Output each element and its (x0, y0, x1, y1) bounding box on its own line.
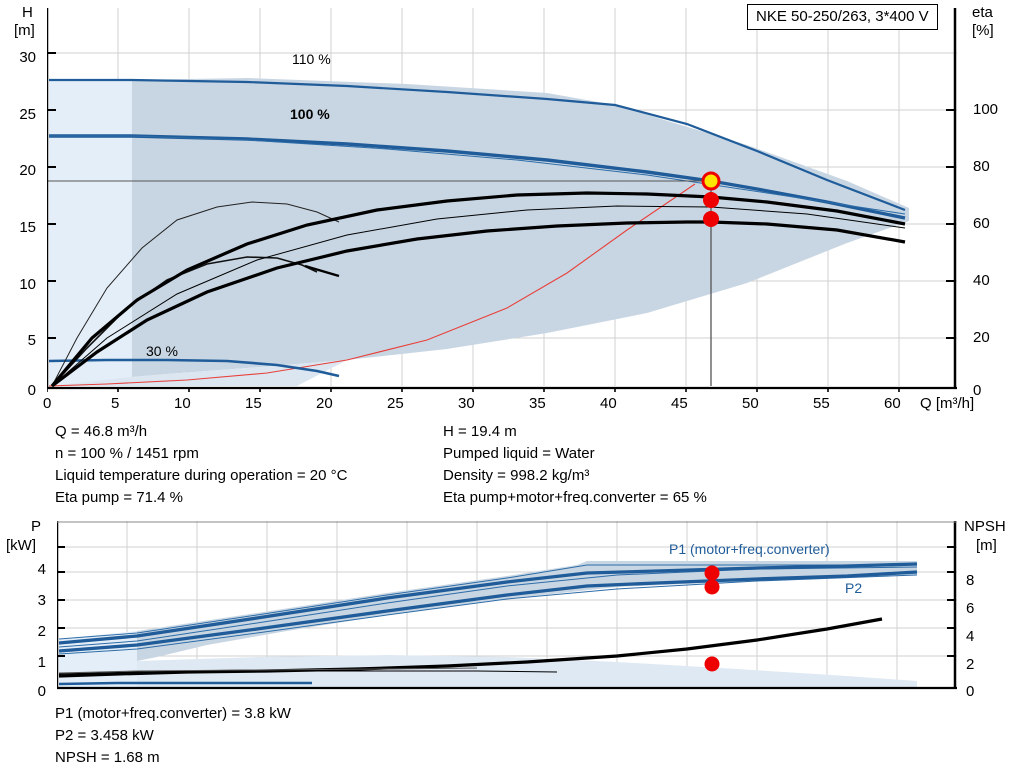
top-x-tick-55: 55 (813, 395, 830, 412)
top-x-tick-10: 10 (174, 395, 191, 412)
top-x-tick-35: 35 (529, 395, 546, 412)
head-efficiency-svg (47, 8, 957, 392)
info-h: H = 19.4 m (443, 423, 517, 440)
top-y-tick-15: 15 (19, 219, 36, 236)
info-bottom-column: P1 (motor+freq.converter) = 3.8 kW P2 = … (55, 703, 291, 769)
bottom-y-tick-1: 1 (37, 654, 46, 671)
top-x-tick-5: 5 (111, 395, 120, 412)
bottom-y-tick-4: 4 (37, 561, 46, 578)
info-liqtemp: Liquid temperature during operation = 20… (55, 467, 348, 484)
top-x-tick-40: 40 (600, 395, 617, 412)
top-x-tick-50: 50 (742, 395, 759, 412)
envelope-lower (49, 360, 347, 386)
info-etapump: Eta pump = 71.4 % (55, 489, 183, 506)
eta-pump-marker (703, 192, 719, 208)
bottom-y2-tick-0: 0 (966, 683, 975, 700)
info-n: n = 100 % / 1451 rpm (55, 445, 199, 462)
top-y-tick-0: 0 (27, 382, 36, 399)
top-x-tick-15: 15 (245, 395, 262, 412)
top-y-tick-5: 5 (27, 332, 36, 349)
curve-label-100: 100 % (290, 106, 330, 122)
curve-label-110: 110 % (292, 51, 331, 67)
top-y-tick-25: 25 (19, 106, 36, 123)
bottom-y2-tick-2: 2 (966, 656, 975, 673)
top-y2-tick-80: 80 (973, 158, 990, 175)
power-npsh-svg (57, 521, 957, 690)
head-efficiency-plot (47, 8, 957, 392)
p2-marker (704, 579, 720, 595)
npsh-thin-curve (58, 667, 478, 674)
head-curve-110 (49, 78, 906, 212)
bottom-y2-tick-6: 6 (966, 600, 975, 617)
curve-label-30: 30 % (146, 343, 178, 359)
top-y-tick-10: 10 (19, 276, 36, 293)
npsh-thin-curve-2 (58, 670, 558, 675)
info-npsh: NPSH = 1.68 m (55, 749, 160, 766)
top-x-tick-20: 20 (316, 395, 333, 412)
legend-p1: P1 (motor+freq.converter) (669, 541, 830, 557)
info-q: Q = 46.8 m³/h (55, 423, 148, 440)
p1-marker (704, 565, 720, 581)
npsh-marker (704, 656, 720, 672)
power-thin-upper (58, 564, 917, 640)
top-y-tick-30: 30 (19, 49, 36, 66)
power-thin-lower (58, 574, 918, 655)
info-liquid: Pumped liquid = Water (443, 445, 595, 462)
eta-partload-curve (51, 201, 340, 387)
eta-pump-curve (50, 191, 906, 388)
p2-curve (58, 570, 918, 653)
bottom-y2-tick-4: 4 (966, 628, 975, 645)
duty-point-marker (701, 171, 721, 191)
top-x-tick-45: 45 (671, 395, 688, 412)
top-y2-tick-100: 100 (973, 101, 999, 118)
power-npsh-plot (57, 521, 957, 693)
npsh-curve (58, 617, 883, 678)
bottom-y-axis-unit: [kW] (6, 537, 36, 554)
top-y-axis-name: H (22, 4, 33, 21)
top-y2-axis-unit: [%] (972, 22, 994, 39)
head-curve-100 (49, 134, 906, 220)
top-x-axis-label: Q [m³/h] (920, 395, 975, 412)
p1-curve (58, 562, 918, 645)
bottom-y-tick-2: 2 (37, 623, 46, 640)
top-y2-tick-0: 0 (973, 382, 982, 399)
envelope-light (49, 80, 132, 386)
legend-p2: P2 (845, 580, 863, 596)
info-etatotal: Eta pump+motor+freq.converter = 65 % (443, 489, 707, 506)
pump-title-box: NKE 50-250/263, 3*400 V (747, 4, 938, 30)
head-curve-thin (49, 135, 906, 215)
top-x-tick-25: 25 (387, 395, 404, 412)
bottom-y-tick-3: 3 (37, 592, 46, 609)
top-y2-axis-name: eta (972, 4, 993, 21)
power-30-curve (58, 681, 312, 686)
eta-thin-curve (51, 205, 906, 387)
head-curve-30 (48, 358, 340, 378)
info-left-column: Q = 46.8 m³/h n = 100 % / 1451 rpm Liqui… (55, 421, 347, 509)
top-y-axis-unit: [m] (14, 22, 35, 39)
npsh-envelope (137, 655, 917, 687)
bottom-y2-axis-unit: [m] (976, 537, 997, 554)
bottom-y2-axis-name: NPSH (964, 518, 1006, 535)
eta-total-marker (703, 211, 719, 227)
info-right-column: H = 19.4 m Pumped liquid = Water Density… (443, 421, 707, 509)
eta-total-curve (51, 220, 906, 388)
top-y-tick-20: 20 (19, 162, 36, 179)
top-x-tick-0: 0 (43, 395, 52, 412)
info-p2: P2 = 3.458 kW (55, 727, 154, 744)
bottom-y2-tick-8: 8 (966, 572, 975, 589)
top-y2-tick-60: 60 (973, 215, 990, 232)
bottom-y-axis-name: P (31, 518, 42, 535)
bottom-y-tick-0: 0 (37, 683, 46, 700)
top-x-tick-30: 30 (458, 395, 475, 412)
info-density: Density = 998.2 kg/m³ (443, 467, 590, 484)
top-y2-tick-40: 40 (973, 272, 990, 289)
system-curve-red (48, 183, 696, 387)
top-y2-tick-20: 20 (973, 329, 990, 346)
info-p1: P1 (motor+freq.converter) = 3.8 kW (55, 705, 291, 722)
top-x-tick-60: 60 (884, 395, 901, 412)
curve-end-tick (304, 264, 340, 278)
